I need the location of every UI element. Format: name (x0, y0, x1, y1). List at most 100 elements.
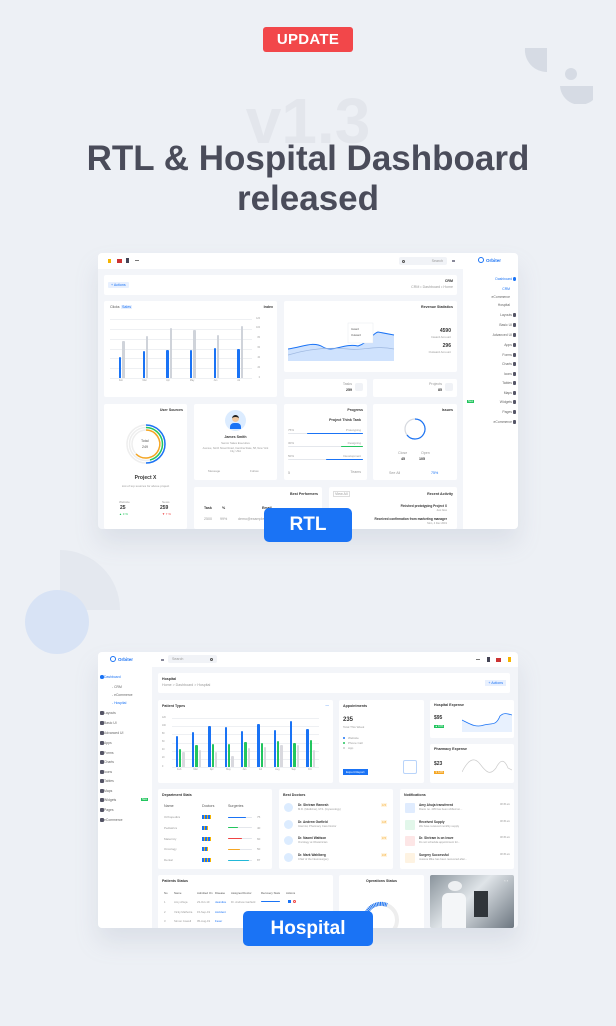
sidebar-item[interactable]: Basic UI (104, 721, 117, 725)
bar[interactable] (217, 335, 220, 378)
bar[interactable] (257, 724, 260, 767)
search-input[interactable]: Search (399, 257, 447, 265)
user-icon[interactable] (508, 657, 511, 662)
export-report-button[interactable]: Export Report (343, 769, 368, 775)
bar[interactable] (179, 748, 182, 767)
tab-sales[interactable]: Sales (121, 305, 132, 309)
bar[interactable] (228, 744, 231, 767)
bar[interactable] (247, 747, 250, 767)
bar[interactable] (193, 330, 196, 378)
sidebar-item[interactable]: Layouts (104, 711, 116, 715)
message-button[interactable]: Message (208, 469, 221, 473)
sidebar-item[interactable]: - eCommerce (112, 693, 133, 697)
carousel-arrows-icon[interactable]: ‹ › (504, 878, 508, 883)
bar[interactable] (240, 326, 243, 378)
sidebar-item[interactable]: Widgets (104, 798, 117, 802)
bar[interactable] (190, 350, 193, 378)
sidebar-item[interactable]: Forms (502, 353, 512, 357)
bar[interactable] (313, 749, 316, 767)
bar[interactable] (280, 745, 283, 767)
sidebar-item[interactable]: Dashboard (104, 675, 121, 679)
bar[interactable] (290, 720, 293, 767)
sidebar-item[interactable]: Advanced UI (492, 333, 512, 337)
flag-icon[interactable] (496, 658, 501, 662)
sidebar-item[interactable]: Maps (503, 391, 512, 395)
collapse-icon[interactable]: — (325, 703, 329, 707)
bar[interactable] (244, 742, 247, 767)
sidebar-item[interactable]: - Hospital (112, 701, 127, 705)
bar[interactable] (192, 732, 195, 767)
bar[interactable] (306, 729, 309, 767)
follow-button[interactable]: Follow (250, 469, 259, 473)
bar[interactable] (309, 740, 312, 767)
sidebar-item[interactable]: eCommerce (491, 295, 510, 299)
sidebar-item[interactable]: Icons (503, 372, 512, 376)
sidebar-item[interactable]: Forms (104, 751, 114, 755)
sidebar-item[interactable]: Advanced UI (104, 731, 124, 735)
bell-icon[interactable] (126, 258, 129, 263)
bar[interactable] (224, 727, 227, 767)
sidebar-item[interactable]: Charts (104, 760, 114, 764)
sidebar-item[interactable]: Basic UI (499, 323, 512, 327)
bar[interactable] (146, 336, 149, 378)
sidebar-item[interactable]: Charts (502, 362, 512, 366)
sidebar-item[interactable]: Hospital (497, 303, 510, 307)
bar[interactable] (182, 752, 185, 767)
see-all-link[interactable]: See All (389, 471, 401, 475)
wifi-icon[interactable] (135, 260, 139, 262)
bar[interactable] (293, 742, 296, 767)
delete-icon[interactable] (293, 900, 296, 903)
gridline (110, 348, 252, 350)
sidebar-item[interactable]: Dashboard (495, 277, 512, 281)
sidebar-item[interactable]: Pages (502, 410, 512, 414)
bar[interactable] (273, 730, 276, 767)
view-all-button[interactable]: View All (333, 491, 350, 497)
tab-clicks[interactable]: Clicks (110, 305, 120, 309)
sidebar-item[interactable]: Widgets (499, 400, 512, 404)
bar[interactable] (296, 745, 299, 767)
bar[interactable] (208, 726, 211, 767)
sidebar-item[interactable]: Layouts (500, 313, 512, 317)
wifi-icon[interactable] (476, 659, 480, 661)
flag-icon[interactable] (117, 259, 122, 263)
bar[interactable] (142, 350, 145, 378)
sidebar-item[interactable]: - CRM (112, 685, 122, 689)
bar[interactable] (195, 744, 198, 767)
sidebar-item[interactable]: Tables (104, 779, 114, 783)
sidebar-item[interactable]: Icons (104, 770, 113, 774)
menu-toggle-icon[interactable] (452, 260, 455, 262)
bar[interactable] (211, 743, 214, 767)
bar[interactable] (175, 736, 178, 767)
bar[interactable] (215, 751, 218, 767)
sidebar-item[interactable]: Apps (504, 343, 512, 347)
bar[interactable] (237, 349, 240, 378)
bar[interactable] (264, 746, 267, 767)
bar[interactable] (260, 743, 263, 767)
menu-toggle-icon[interactable] (161, 659, 164, 661)
bar[interactable] (119, 356, 122, 378)
sidebar-item[interactable]: CRM (502, 287, 510, 291)
sidebar-item[interactable]: Tables (502, 381, 512, 385)
bar[interactable] (198, 749, 201, 767)
bar[interactable] (169, 327, 172, 378)
bar[interactable] (241, 731, 244, 767)
bar[interactable] (277, 741, 280, 767)
sidebar-item[interactable]: eCommerce (104, 818, 123, 822)
search-input[interactable]: Search (168, 655, 217, 663)
sidebar-item[interactable]: Pages (104, 808, 114, 812)
bar[interactable] (213, 348, 216, 378)
user-icon[interactable] (108, 259, 111, 263)
edit-icon[interactable] (288, 900, 291, 903)
sidebar-item[interactable]: Apps (104, 741, 112, 745)
actions-button[interactable]: + Actions (485, 680, 506, 686)
sidebar-item[interactable]: eCommerce (493, 420, 512, 424)
bar[interactable] (166, 349, 169, 378)
actions-button[interactable]: + Actions (108, 282, 129, 288)
legend-dot (343, 742, 345, 744)
chart-title: Index (263, 305, 273, 309)
activity-text: Finished prototyping Project X (400, 504, 447, 508)
bar[interactable] (122, 340, 125, 378)
sidebar-item[interactable]: Maps (104, 789, 113, 793)
bar[interactable] (231, 755, 234, 767)
bell-icon[interactable] (487, 657, 490, 662)
